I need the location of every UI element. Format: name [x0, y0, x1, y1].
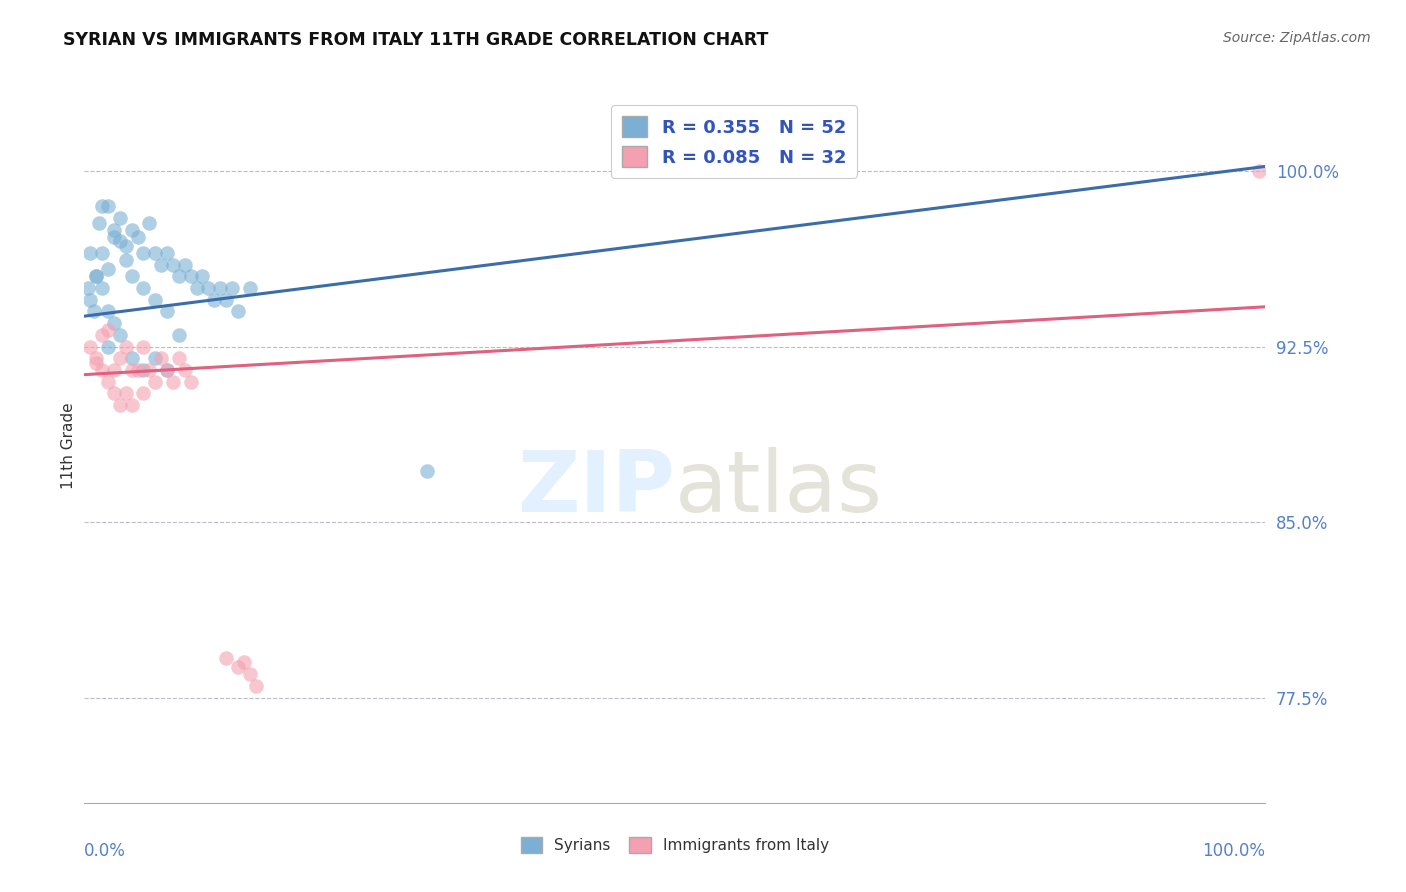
Point	[127, 363, 149, 377]
Point	[84, 351, 107, 366]
Point	[84, 356, 107, 370]
Text: atlas: atlas	[675, 447, 883, 531]
Point	[156, 363, 179, 377]
Point	[215, 650, 238, 665]
Point	[167, 327, 190, 342]
Point	[132, 246, 155, 260]
Point	[108, 234, 131, 248]
Point	[97, 323, 120, 337]
Point	[132, 340, 155, 354]
Point	[114, 386, 136, 401]
Point	[186, 281, 208, 295]
Text: SYRIAN VS IMMIGRANTS FROM ITALY 11TH GRADE CORRELATION CHART: SYRIAN VS IMMIGRANTS FROM ITALY 11TH GRA…	[63, 31, 769, 49]
Point	[91, 327, 114, 342]
Point	[162, 258, 184, 272]
Point	[103, 316, 125, 330]
Point	[232, 656, 254, 670]
Point	[138, 363, 160, 377]
Point	[156, 363, 179, 377]
Point	[79, 340, 101, 354]
Point	[162, 375, 184, 389]
Point	[79, 293, 101, 307]
Text: 0.0%: 0.0%	[84, 842, 127, 860]
Point	[138, 216, 160, 230]
Point	[114, 340, 136, 354]
Point	[191, 269, 214, 284]
Point	[84, 269, 107, 284]
Point	[91, 246, 114, 260]
Point	[143, 246, 166, 260]
Point	[97, 375, 120, 389]
Point	[143, 351, 166, 366]
Text: ZIP: ZIP	[517, 447, 675, 531]
Point	[121, 222, 143, 236]
Point	[143, 293, 166, 307]
Point	[221, 281, 243, 295]
Point	[245, 679, 267, 693]
Point	[150, 258, 173, 272]
Point	[1249, 164, 1271, 178]
Point	[103, 222, 125, 236]
Point	[91, 281, 114, 295]
Point	[103, 229, 125, 244]
Point	[108, 327, 131, 342]
Point	[180, 269, 202, 284]
Point	[97, 199, 120, 213]
Point	[108, 211, 131, 225]
Point	[173, 363, 195, 377]
Point	[97, 304, 120, 318]
Legend: Syrians, Immigrants from Italy: Syrians, Immigrants from Italy	[515, 831, 835, 859]
Point	[77, 281, 100, 295]
Point	[143, 375, 166, 389]
Text: 100.0%: 100.0%	[1202, 842, 1265, 860]
Point	[197, 281, 219, 295]
Point	[114, 252, 136, 267]
Point	[416, 464, 439, 478]
Text: Source: ZipAtlas.com: Source: ZipAtlas.com	[1223, 31, 1371, 45]
Point	[132, 363, 155, 377]
Point	[239, 667, 262, 681]
Point	[150, 351, 173, 366]
Point	[127, 229, 149, 244]
Point	[121, 351, 143, 366]
Point	[114, 239, 136, 253]
Point	[108, 351, 131, 366]
Point	[156, 304, 179, 318]
Point	[167, 351, 190, 366]
Point	[156, 246, 179, 260]
Point	[121, 269, 143, 284]
Point	[132, 281, 155, 295]
Point	[84, 269, 107, 284]
Point	[103, 363, 125, 377]
Point	[121, 363, 143, 377]
Point	[83, 304, 105, 318]
Point	[97, 340, 120, 354]
Point	[226, 660, 249, 674]
Point	[79, 246, 101, 260]
Point	[209, 281, 232, 295]
Point	[87, 216, 110, 230]
Point	[215, 293, 238, 307]
Point	[239, 281, 262, 295]
Point	[108, 398, 131, 412]
Point	[167, 269, 190, 284]
Point	[91, 363, 114, 377]
Point	[180, 375, 202, 389]
Point	[103, 386, 125, 401]
Point	[97, 262, 120, 277]
Point	[121, 398, 143, 412]
Y-axis label: 11th Grade: 11th Grade	[60, 402, 76, 490]
Point	[173, 258, 195, 272]
Point	[91, 199, 114, 213]
Point	[132, 386, 155, 401]
Point	[202, 293, 225, 307]
Point	[226, 304, 249, 318]
